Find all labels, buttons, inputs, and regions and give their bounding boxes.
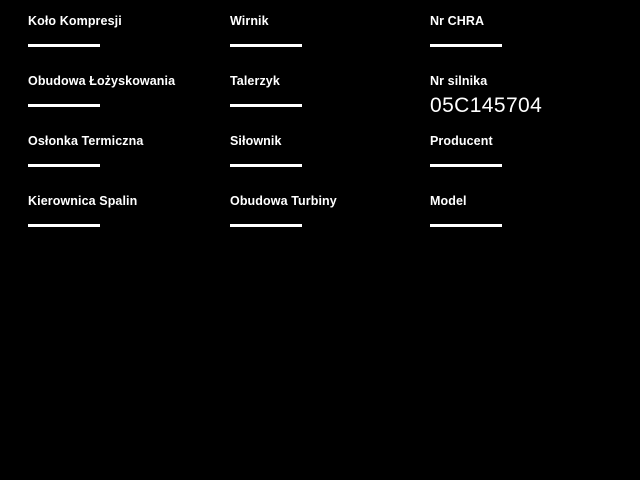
field-label: Nr CHRA xyxy=(430,14,485,28)
field-label: Koło Kompresji xyxy=(28,14,122,28)
field-wirnik[interactable]: Wirnik xyxy=(230,14,430,74)
field-producent[interactable]: Producent xyxy=(430,134,630,194)
field-label: Talerzyk xyxy=(230,74,280,88)
field-silownik[interactable]: Siłownik xyxy=(230,134,430,194)
field-label: Obudowa Łożyskowania xyxy=(28,74,176,88)
field-underline xyxy=(230,104,302,107)
field-label: Siłownik xyxy=(230,134,282,148)
field-obudowa-turbiny[interactable]: Obudowa Turbiny xyxy=(230,194,430,254)
field-label: Osłonka Termiczna xyxy=(28,134,144,148)
field-underline xyxy=(430,224,502,227)
field-label: Nr silnika xyxy=(430,74,488,88)
field-underline xyxy=(430,164,502,167)
field-label: Producent xyxy=(430,134,493,148)
field-kierownica-spalin[interactable]: Kierownica Spalin xyxy=(28,194,228,254)
field-value: 05C145704 xyxy=(430,94,543,117)
field-nr-silnika[interactable]: Nr silnika 05C145704 xyxy=(430,74,630,134)
field-label: Kierownica Spalin xyxy=(28,194,138,208)
field-underline xyxy=(28,224,100,227)
field-underline xyxy=(28,164,100,167)
field-underline xyxy=(230,164,302,167)
field-underline xyxy=(430,44,502,47)
middle-column: Wirnik Talerzyk Siłownik Obudowa Turbiny xyxy=(230,0,430,480)
left-column: Koło Kompresji Obudowa Łożyskowania Osło… xyxy=(28,0,228,480)
field-label: Wirnik xyxy=(230,14,269,28)
right-column: Nr CHRA Nr silnika 05C145704 Producent M… xyxy=(430,0,630,480)
field-oslonka-termiczna[interactable]: Osłonka Termiczna xyxy=(28,134,228,194)
field-obudowa-lozyskowania[interactable]: Obudowa Łożyskowania xyxy=(28,74,228,134)
field-label: Model xyxy=(430,194,467,208)
field-underline xyxy=(230,44,302,47)
field-underline xyxy=(28,44,100,47)
field-kolo-kompresji[interactable]: Koło Kompresji xyxy=(28,14,228,74)
field-underline xyxy=(28,104,100,107)
field-underline xyxy=(230,224,302,227)
field-nr-chra[interactable]: Nr CHRA xyxy=(430,14,630,74)
field-label: Obudowa Turbiny xyxy=(230,194,337,208)
field-model[interactable]: Model xyxy=(430,194,630,254)
field-talerzyk[interactable]: Talerzyk xyxy=(230,74,430,134)
